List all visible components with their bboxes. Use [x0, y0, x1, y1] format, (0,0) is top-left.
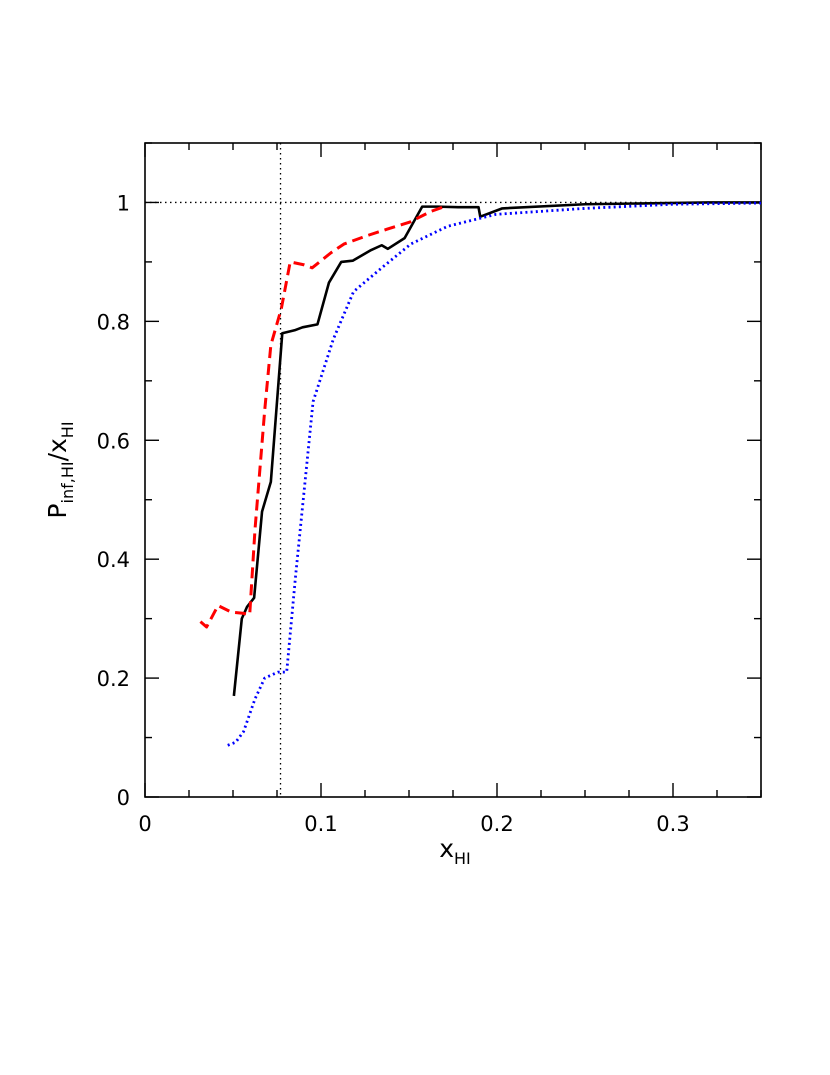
- y-axis-label-subscript-1: inf,HI: [58, 461, 77, 503]
- x-tick-label: 0: [138, 812, 151, 836]
- y-axis-label-subscript-2: HI: [58, 421, 77, 438]
- x-tick-label: 0.2: [480, 812, 513, 836]
- y-tick-label: 0.6: [97, 429, 130, 453]
- y-tick-label: 0.2: [97, 667, 130, 691]
- tick-labels: 0 0.1 0.2 0.3 0 0.2 0.4 0.6 0.8 1: [97, 191, 690, 836]
- y-axis-label-slash: /: [43, 452, 72, 461]
- axis-ticks: [144, 142, 762, 798]
- plot-frame: [144, 142, 762, 798]
- x-tick-label: 0.1: [304, 812, 337, 836]
- series-line-solid: [232, 201, 761, 697]
- y-axis-label: Pinf,HI/xHI: [43, 421, 77, 518]
- x-axis-label: xHI: [439, 834, 471, 868]
- series-line-dashed: [199, 204, 447, 629]
- data-series: [199, 201, 762, 747]
- y-tick-label: 0: [117, 786, 130, 810]
- y-tick-label: 0.8: [97, 310, 130, 334]
- reference-lines: [145, 143, 761, 797]
- x-tick-label: 0.3: [656, 812, 689, 836]
- x-axis-label-subscript: HI: [454, 849, 471, 868]
- y-tick-label: 1: [117, 191, 130, 215]
- series-line-dotted: [227, 201, 762, 747]
- y-tick-label: 0.4: [97, 548, 130, 572]
